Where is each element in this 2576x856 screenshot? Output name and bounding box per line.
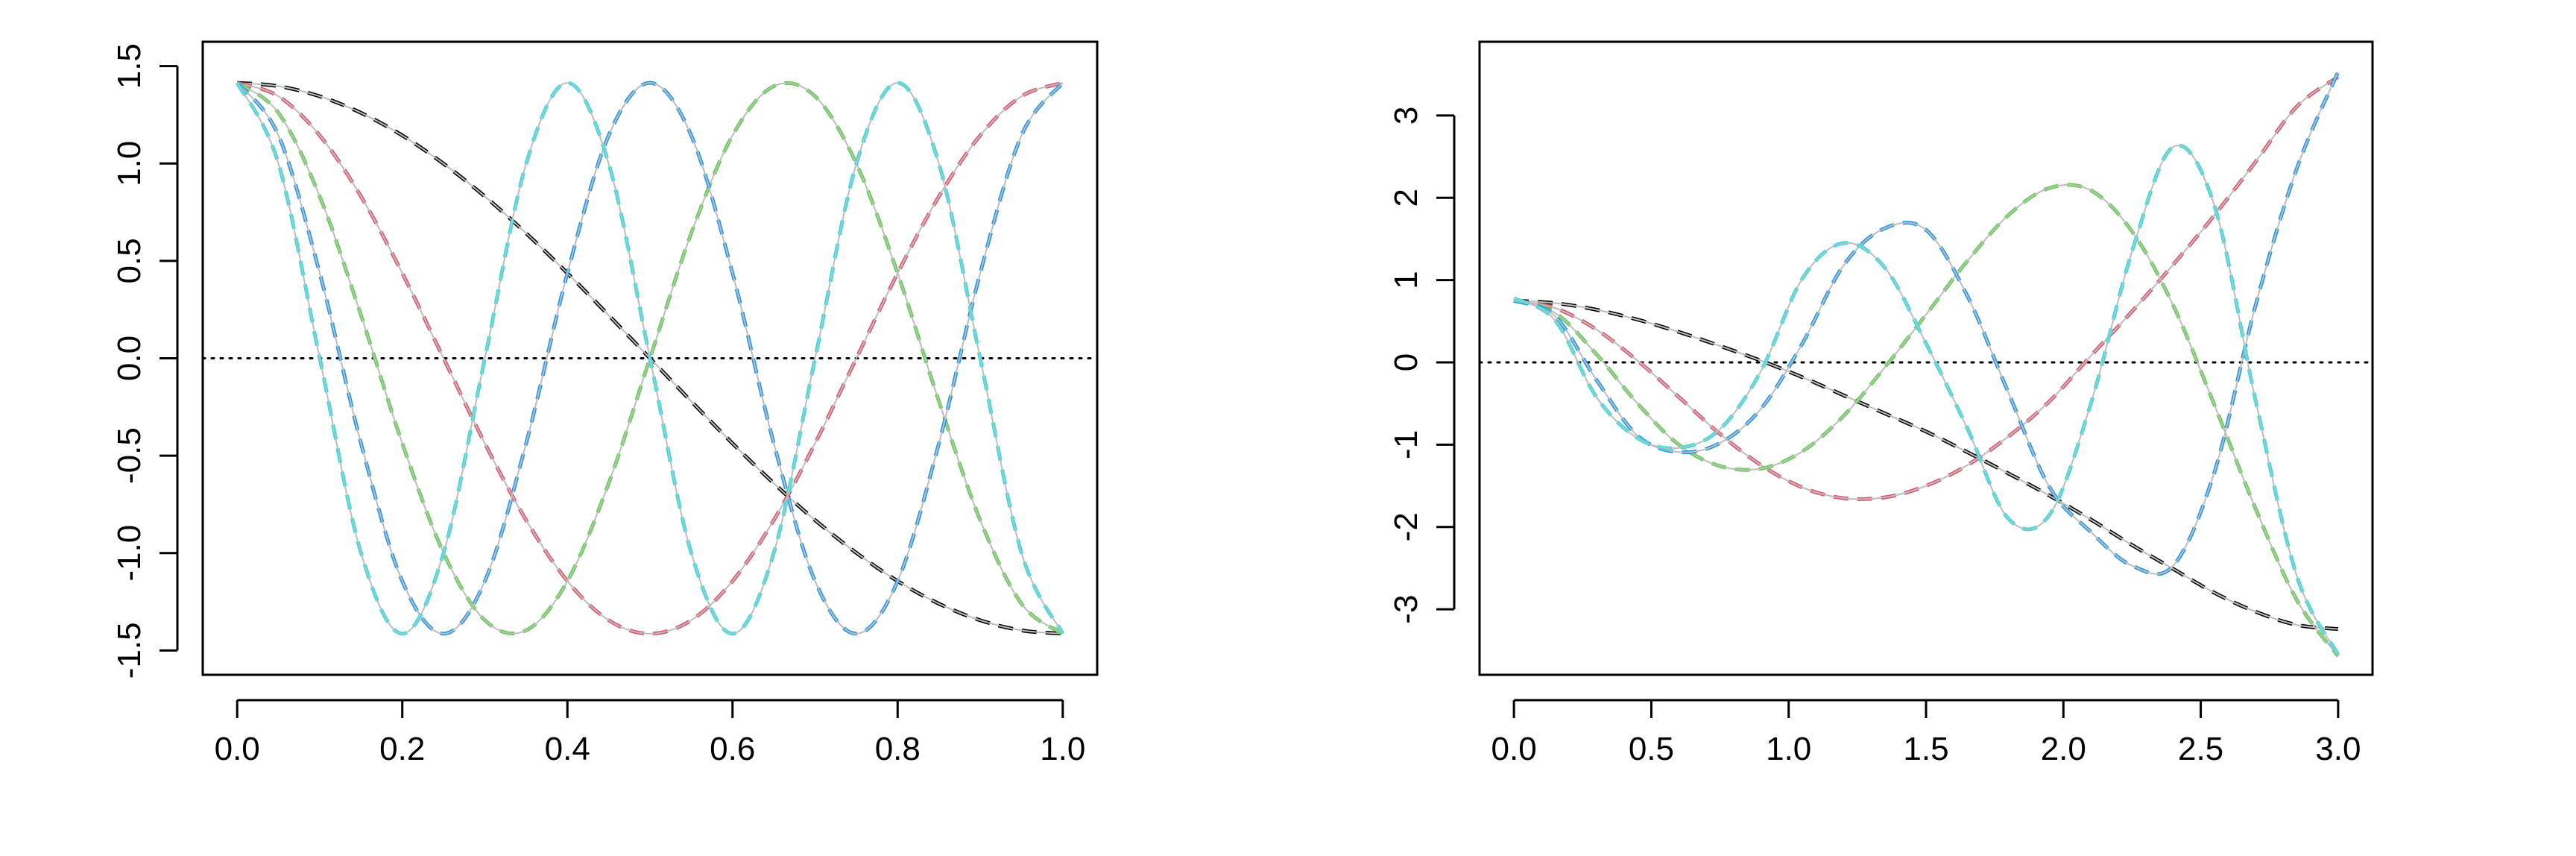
y-tick-label: -1 xyxy=(1388,430,1424,459)
series-3-overlay xyxy=(1513,183,2339,657)
x-tick-label: 0.8 xyxy=(875,731,921,767)
series-group xyxy=(1512,71,2340,658)
y-tick-label: -2 xyxy=(1388,512,1424,541)
series-4-overlay xyxy=(1513,72,2339,575)
x-tick-label: 0.4 xyxy=(545,731,590,767)
y-tick-label: 3 xyxy=(1388,107,1424,125)
x-tick-label: 3.0 xyxy=(2315,731,2361,767)
series-2-overlay xyxy=(1513,76,2339,500)
series-3-line xyxy=(1513,183,2340,658)
x-tick-label: 0.2 xyxy=(379,731,425,767)
y-tick-label: 1.5 xyxy=(111,43,148,89)
series-2-overlay xyxy=(236,82,1064,635)
y-tick-label: -1.0 xyxy=(111,525,148,582)
series-1-line xyxy=(1513,298,2339,632)
y-tick-label: -0.5 xyxy=(111,427,148,484)
left-plot-panel: 0.0 0.2 0.4 0.6 0.8 1.0 -1.5 -1.0 -0.5 0.0 0.5 1.0 1… xyxy=(111,40,1099,767)
x-tick-label: 2.0 xyxy=(2041,731,2086,767)
x-tick-label: 0.0 xyxy=(1491,731,1537,767)
x-tick-label: 2.5 xyxy=(2178,731,2223,767)
x-tick-label: 0.5 xyxy=(1629,731,1674,767)
plot-frame xyxy=(1478,40,2374,676)
y-tick-label: -1.5 xyxy=(111,622,148,679)
y-tick-label: -3 xyxy=(1388,595,1424,624)
right-plot-panel: 0.0 0.5 1.0 1.5 2.0 2.5 3.0 -3 -2 -1 0 1 2 3 xyxy=(1388,40,2374,767)
y-tick-label: 1.0 xyxy=(111,141,148,186)
series-4-line xyxy=(1513,71,2340,576)
y-tick-label: 0.0 xyxy=(111,336,148,381)
y-tick-label: 0.5 xyxy=(111,238,148,283)
x-tick-label: 0.6 xyxy=(710,731,755,767)
y-tick-label: 2 xyxy=(1388,189,1424,207)
series-5-overlay xyxy=(236,82,1064,635)
series-5-overlay xyxy=(1513,145,2339,655)
x-tick-label: 1.0 xyxy=(1766,731,1811,767)
y-tick-label: 1 xyxy=(1388,271,1424,289)
x-tick-label: 1.0 xyxy=(1040,731,1085,767)
y-tick-label: 0 xyxy=(1388,353,1424,371)
x-tick-label: 0.0 xyxy=(215,731,260,767)
series-group xyxy=(235,81,1065,636)
series-4-overlay xyxy=(236,82,1064,635)
series-1-overlay xyxy=(1514,300,2338,630)
series-5-line xyxy=(1512,143,2340,656)
x-tick-label: 1.5 xyxy=(1903,731,1948,767)
